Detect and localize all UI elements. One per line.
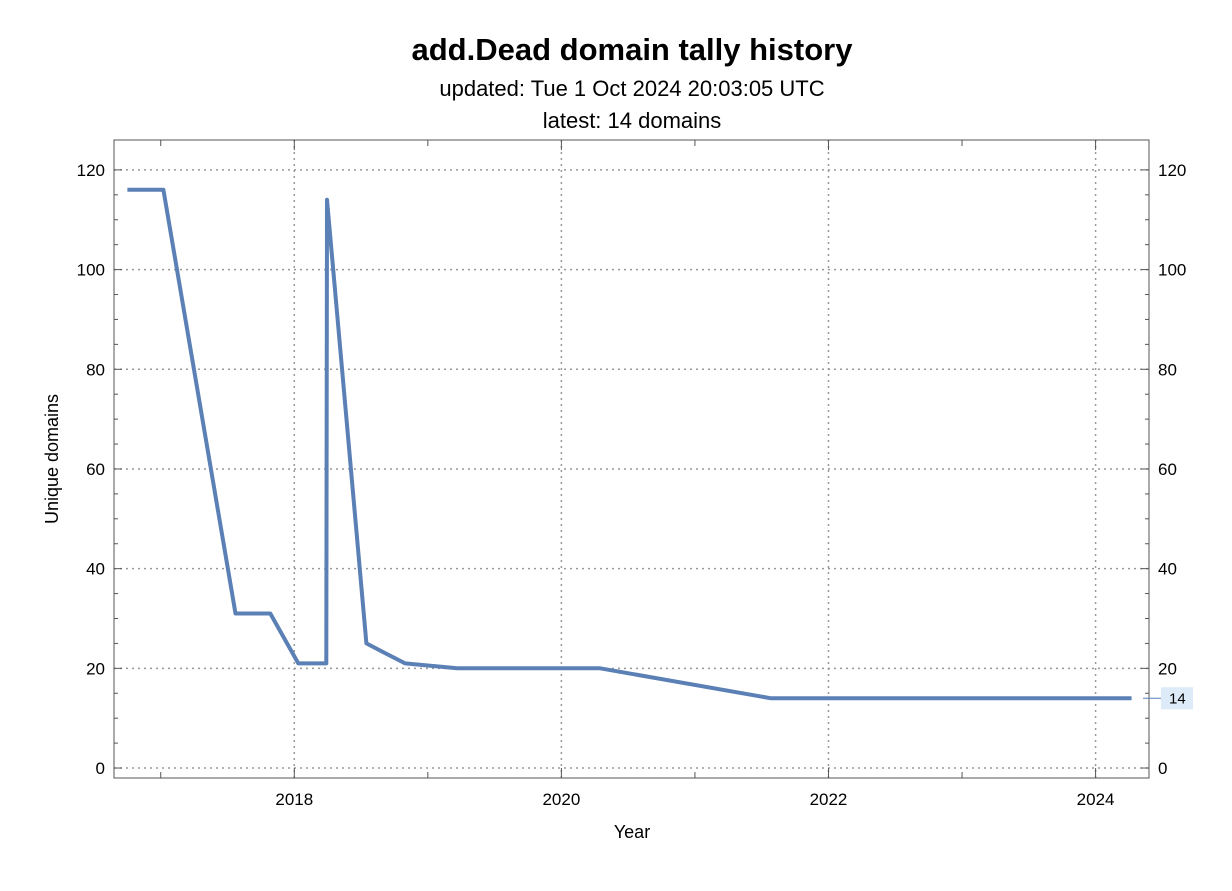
y-tick-label-left: 60 xyxy=(86,460,105,479)
callout-box xyxy=(1161,687,1193,710)
y-tick-label-right: 80 xyxy=(1158,360,1177,379)
gridlines xyxy=(114,140,1149,778)
series-line xyxy=(127,187,1132,701)
x-tick-label: 2022 xyxy=(810,790,848,809)
x-tick-label: 2024 xyxy=(1077,790,1115,809)
y-tick-label-right: 20 xyxy=(1158,659,1177,678)
y-tick-label-right: 40 xyxy=(1158,560,1177,579)
series-layer xyxy=(127,187,1132,701)
x-tick-label: 2018 xyxy=(275,790,313,809)
latest-value-callout: 14 xyxy=(1143,687,1193,710)
y-tick-label-left: 80 xyxy=(86,360,105,379)
y-tick-label-right: 120 xyxy=(1158,161,1186,180)
y-tick-label-left: 0 xyxy=(96,759,105,778)
y-tick-label-left: 120 xyxy=(77,161,105,180)
y-axis-label: Unique domains xyxy=(42,394,62,524)
x-axis-label: Year xyxy=(614,822,650,842)
chart-subtitle-latest: latest: 14 domains xyxy=(543,108,722,133)
y-tick-label-left: 20 xyxy=(86,659,105,678)
y-tick-label-left: 100 xyxy=(77,261,105,280)
y-tick-label-right: 0 xyxy=(1158,759,1167,778)
x-tick-label: 2020 xyxy=(542,790,580,809)
y-tick-label-left: 40 xyxy=(86,560,105,579)
y-tick-label-right: 100 xyxy=(1158,261,1186,280)
callout-label: 14 xyxy=(1169,690,1186,707)
chart-subtitle-updated: updated: Tue 1 Oct 2024 20:03:05 UTC xyxy=(439,76,824,101)
plot-frame xyxy=(113,139,1150,779)
y-tick-label-right: 60 xyxy=(1158,460,1177,479)
chart-title: add.Dead domain tally history xyxy=(412,32,854,67)
